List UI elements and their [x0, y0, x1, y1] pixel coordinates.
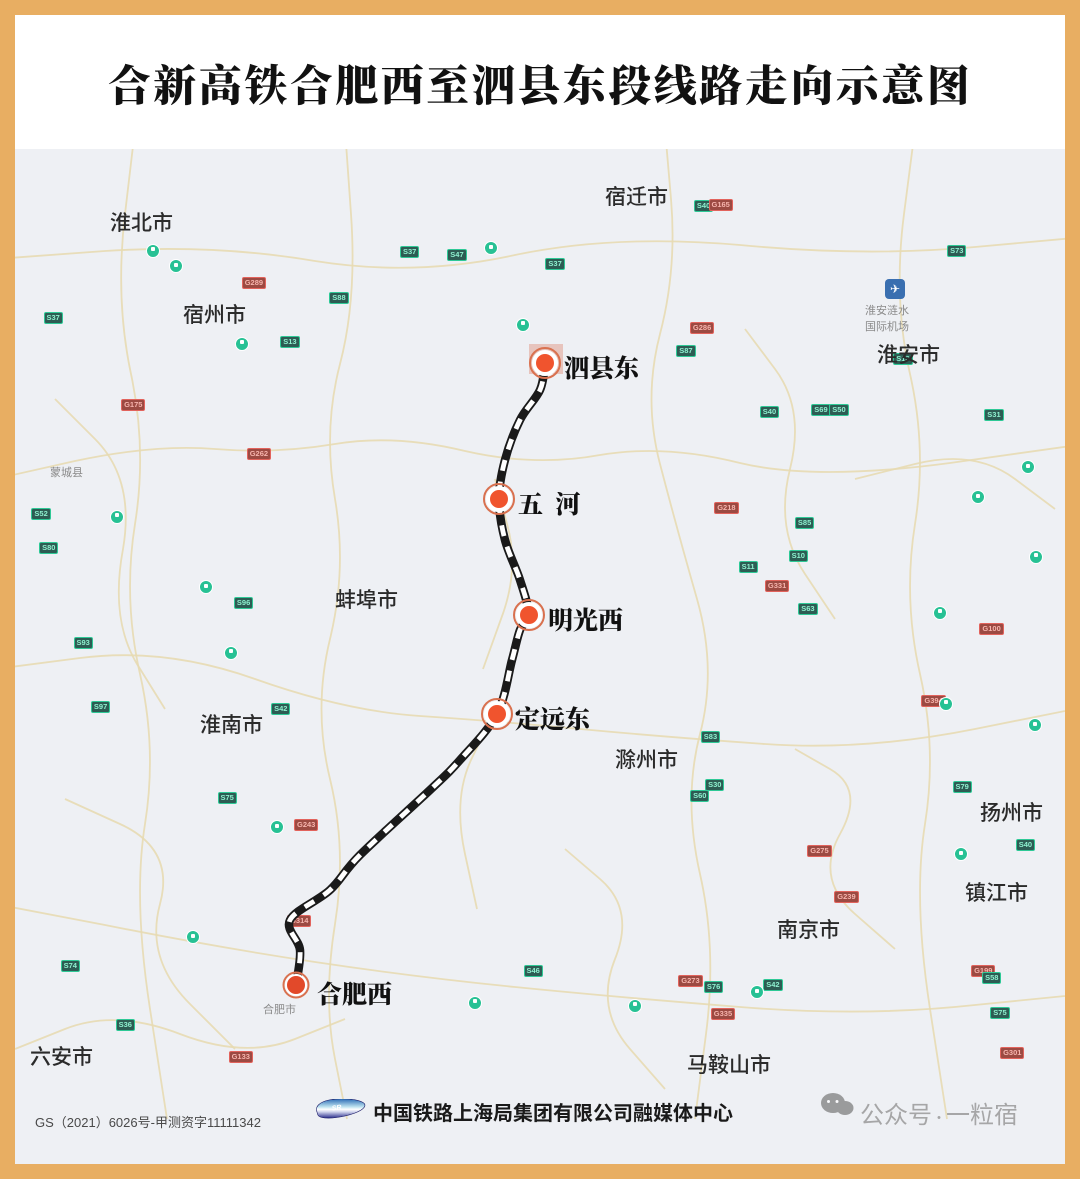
svg-text:SR: SR [331, 1104, 342, 1112]
